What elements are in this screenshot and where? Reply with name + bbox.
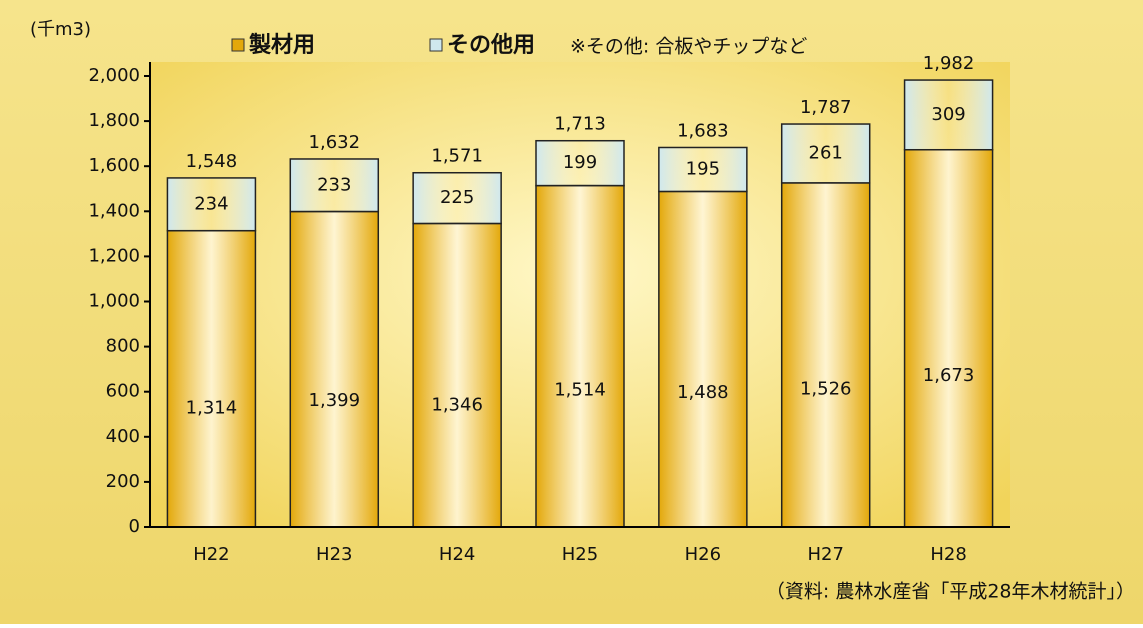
y-tick-label: 1,800 bbox=[88, 110, 140, 131]
total-label: 1,787 bbox=[800, 97, 852, 118]
legend-swatch bbox=[430, 39, 442, 51]
y-tick-label: 200 bbox=[106, 471, 140, 492]
y-tick-label: 0 bbox=[129, 516, 140, 537]
segment-label: 199 bbox=[563, 152, 597, 173]
x-tick-label: H24 bbox=[439, 544, 475, 565]
total-label: 1,683 bbox=[677, 120, 729, 141]
total-label: 1,632 bbox=[309, 132, 361, 153]
y-tick-label: 2,000 bbox=[88, 65, 140, 86]
total-label: 1,548 bbox=[186, 151, 238, 172]
bar-segment bbox=[659, 191, 747, 527]
bar-segment bbox=[413, 223, 501, 527]
x-tick-label: H27 bbox=[807, 544, 843, 565]
x-tick-label: H25 bbox=[562, 544, 598, 565]
bar-segment bbox=[905, 150, 993, 527]
x-tick-label: H26 bbox=[685, 544, 721, 565]
segment-label: 1,346 bbox=[431, 395, 483, 416]
segment-label: 1,488 bbox=[677, 382, 729, 403]
y-tick-label: 1,200 bbox=[88, 245, 140, 266]
segment-label: 1,514 bbox=[554, 379, 606, 400]
segment-label: 1,314 bbox=[186, 397, 238, 418]
y-tick-label: 1,400 bbox=[88, 200, 140, 221]
bar-segment bbox=[167, 231, 255, 527]
y-tick-label: 800 bbox=[106, 336, 140, 357]
segment-label: 1,526 bbox=[800, 378, 852, 399]
segment-label: 1,673 bbox=[923, 365, 975, 386]
y-tick-label: 1,000 bbox=[88, 291, 140, 312]
total-label: 1,571 bbox=[431, 146, 483, 167]
y-tick-label: 400 bbox=[106, 426, 140, 447]
segment-label: 309 bbox=[931, 104, 965, 125]
source: （資料: 農林水産省「平成28年木材統計」） bbox=[766, 581, 1135, 603]
legend-label: その他用 bbox=[447, 33, 535, 58]
segment-label: 234 bbox=[194, 193, 228, 214]
segment-label: 261 bbox=[809, 142, 843, 163]
bar-segment bbox=[782, 183, 870, 527]
chart: (千m3) ※その他: 合板やチップなど （資料: 農林水産省「平成28年木材統… bbox=[0, 0, 1143, 624]
total-label: 1,713 bbox=[554, 114, 606, 135]
legend-label: 製材用 bbox=[248, 32, 315, 58]
y-tick-label: 600 bbox=[106, 381, 140, 402]
segment-label: 1,399 bbox=[309, 390, 361, 411]
y-tick-label: 1,600 bbox=[88, 155, 140, 176]
segment-label: 233 bbox=[317, 174, 351, 195]
total-label: 1,982 bbox=[923, 53, 975, 74]
x-tick-label: H23 bbox=[316, 544, 352, 565]
segment-label: 225 bbox=[440, 187, 474, 208]
unit-label: (千m3) bbox=[30, 19, 91, 40]
bar-segment bbox=[536, 186, 624, 527]
x-tick-label: H22 bbox=[193, 544, 229, 565]
segment-label: 195 bbox=[686, 158, 720, 179]
note: ※その他: 合板やチップなど bbox=[570, 36, 807, 58]
legend-swatch bbox=[232, 39, 244, 51]
bar-segment bbox=[290, 212, 378, 527]
x-tick-label: H28 bbox=[930, 544, 966, 565]
